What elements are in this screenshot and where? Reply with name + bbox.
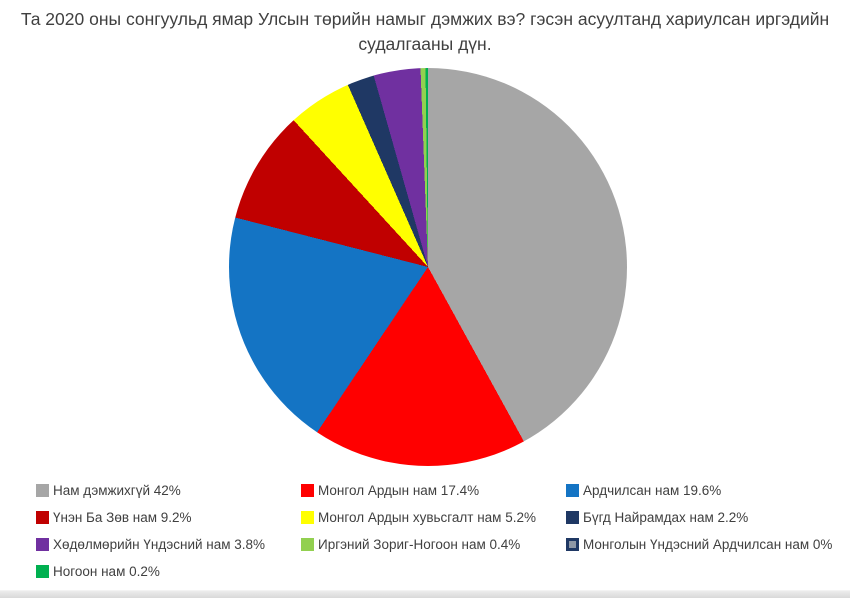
legend-item: Монгол Ардын хувьсгалт нам 5.2% <box>301 510 566 525</box>
legend-swatch-icon <box>36 511 49 524</box>
legend-label: Ногоон нам 0.2% <box>53 564 160 579</box>
legend-label: Бүгд Найрамдах нам 2.2% <box>583 510 749 525</box>
legend-swatch-icon <box>301 511 314 524</box>
legend-swatch-icon <box>566 484 579 497</box>
legend-swatch-icon <box>36 538 49 551</box>
legend-item: Хөдөлмөрийн Үндэсний нам 3.8% <box>36 537 301 552</box>
legend-label: Ардчилсан нам 19.6% <box>583 483 722 498</box>
page-bottom-edge <box>0 590 850 598</box>
pie-chart <box>229 68 627 466</box>
chart-legend: Нам дэмжихгүй 42% Монгол Ардын нам 17.4%… <box>36 477 850 585</box>
legend-swatch-icon <box>301 484 314 497</box>
legend-swatch-icon <box>36 565 49 578</box>
legend-swatch-icon <box>36 484 49 497</box>
legend-item: Нам дэмжихгүй 42% <box>36 483 301 498</box>
legend-item: Монголын Үндэсний Ардчилсан нам 0% <box>566 537 850 552</box>
legend-label: Монгол Ардын хувьсгалт нам 5.2% <box>318 510 536 525</box>
legend-item: Иргэний Зориг-Ногоон нам 0.4% <box>301 537 566 552</box>
legend-label: Иргэний Зориг-Ногоон нам 0.4% <box>318 537 521 552</box>
legend-item: Ногоон нам 0.2% <box>36 564 301 579</box>
legend-item: Үнэн Ба Зөв нам 9.2% <box>36 510 301 525</box>
legend-item: Бүгд Найрамдах нам 2.2% <box>566 510 850 525</box>
legend-label: Үнэн Ба Зөв нам 9.2% <box>53 510 192 525</box>
legend-label: Хөдөлмөрийн Үндэсний нам 3.8% <box>53 537 266 552</box>
legend-label: Монголын Үндэсний Ардчилсан нам 0% <box>583 537 833 552</box>
legend-swatch-icon <box>301 538 314 551</box>
legend-label: Нам дэмжихгүй 42% <box>53 483 181 498</box>
legend-swatch-icon <box>566 511 579 524</box>
legend-swatch-icon <box>566 538 579 551</box>
legend-label: Монгол Ардын нам 17.4% <box>318 483 480 498</box>
legend-item: Монгол Ардын нам 17.4% <box>301 483 566 498</box>
legend-item: Ардчилсан нам 19.6% <box>566 483 850 498</box>
chart-title: Та 2020 оны сонгуульд ямар Улсын төрийн … <box>20 9 830 55</box>
